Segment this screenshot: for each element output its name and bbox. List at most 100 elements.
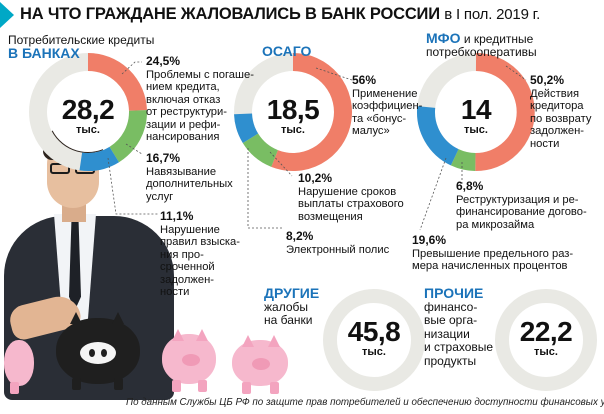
misc-head-line3: вые орга- [424, 313, 478, 327]
banks-pct-3: 11,1% [160, 209, 194, 223]
leader-b3 [107, 157, 158, 215]
donut-slice [450, 148, 476, 171]
osago-desc-1: Применение коэффициен- та «бонус- малус» [352, 88, 422, 138]
desc-line: Применение [352, 88, 418, 100]
desc-line: мера начисленных процентов [412, 260, 568, 273]
desc-line: Проблемы с погаше- [146, 69, 254, 81]
desc-line: нансирования [146, 131, 220, 144]
title-period: в I пол. 2019 г. [444, 6, 541, 23]
mfo-desc-1: Действия кредитора по возврату задолжен-… [530, 88, 591, 150]
desc-line: коэффициен- [352, 100, 423, 113]
leader-o2 [269, 151, 293, 177]
osago-head-text: ОСАГО [262, 43, 312, 59]
other-total-unit: тыс. [362, 346, 386, 358]
donut-slice [475, 53, 535, 172]
other-head-line3: на банки [264, 313, 313, 327]
misc-head-line6: продукты [424, 353, 477, 368]
banks-head-line2: В БАНКАХ [8, 45, 80, 61]
donut-slice [109, 110, 147, 163]
mfo-head-hl: МФО [426, 30, 461, 46]
mfo-desc-2: Реструктуризация и ре- финансирование до… [456, 194, 587, 231]
banks-desc-2: Навязывание дополнительных услуг [146, 166, 233, 203]
page-title: НА ЧТО ГРАЖДАНЕ ЖАЛОВАЛИСЬ В БАНК РОССИИ… [20, 5, 541, 23]
mfo-pct-3: 19,6% [412, 233, 447, 247]
leader-o3 [247, 148, 284, 229]
donut-other [323, 289, 425, 391]
misc-head: ПРОЧИЕ финансо- вые орга- низации и стра… [424, 285, 493, 368]
leader-b2 [125, 143, 143, 155]
desc-line: Реструктуризация и ре- [456, 194, 579, 206]
donut-track [495, 289, 597, 391]
osago-desc-2: Нарушение сроков выплаты страхового возм… [298, 186, 404, 223]
banks-desc-1: Проблемы с погаше- нием кредита, включая… [146, 69, 254, 143]
desc-line: правил взыска- [160, 236, 241, 249]
desc-line: задолжен- [160, 273, 214, 286]
donut-slice [417, 106, 459, 166]
desc-line: Превышение предельного раз- [412, 248, 574, 260]
desc-line: ности [160, 286, 190, 299]
desc-line: ния про- [160, 248, 204, 261]
mfo-pct-1: 50,2% [530, 73, 565, 87]
misc-head-line2: финансо- [424, 299, 478, 314]
donut-hole [510, 304, 582, 376]
desc-line: та «бонус- [352, 112, 407, 125]
desc-line: услуг [146, 190, 174, 203]
donut-slice [242, 133, 279, 167]
desc-line: зации и рефи- [146, 118, 221, 131]
mfo-total-value: 14 [460, 94, 492, 125]
donut-banks [29, 53, 147, 171]
banks-head-line1: Потребительские кредиты [8, 33, 155, 47]
desc-line: выплаты страхового [298, 198, 404, 211]
leader-b1 [121, 61, 142, 75]
osago-pct-1: 56% [352, 73, 377, 87]
mfo-head-line2: потребкооперативы [426, 45, 537, 59]
mfo-head-rest: и кредитные [460, 32, 534, 46]
piggy-bank-pink-2 [162, 329, 216, 392]
other-total: 45,8 тыс. [326, 318, 422, 359]
piggy-bank-pink-1 [4, 340, 34, 394]
tie [69, 222, 81, 310]
donut-hole [436, 72, 516, 152]
desc-line: по возврату [530, 112, 592, 125]
osago-pct-3: 8,2% [286, 229, 314, 243]
donut-slice [79, 146, 119, 171]
desc-line: задолжен- [530, 125, 584, 138]
desc-line: от реструктури- [146, 106, 227, 119]
desc-line: возмещения [298, 210, 363, 223]
donut-hole [253, 72, 333, 152]
desc-line: Нарушение [160, 224, 220, 236]
banks-total-unit: тыс. [76, 124, 100, 136]
desc-line: Навязывание [146, 166, 217, 178]
desc-line: включая отказ [146, 93, 221, 106]
donut-slice [87, 53, 147, 112]
donut-slice [234, 113, 259, 143]
piggy-bank-black [56, 312, 140, 390]
desc-line: ра микрозайма [456, 218, 535, 231]
desc-line: Нарушение сроков [298, 186, 397, 198]
desc-line: Электронный полис [286, 244, 390, 256]
title-bar: НА ЧТО ГРАЖДАНЕ ЖАЛОВАЛИСЬ В БАНК РОССИИ… [0, 0, 604, 30]
osago-head: ОСАГО [262, 43, 312, 59]
piggy-bank-pink-3 [232, 335, 288, 394]
donut-mfo [417, 53, 535, 172]
misc-total: 22,2 тыс. [498, 318, 594, 359]
mfo-pct-2: 6,8% [456, 179, 484, 193]
osago-total-unit: тыс. [281, 124, 305, 136]
desc-line: Действия [530, 88, 580, 100]
osago-total: 18,5 тыс. [245, 94, 341, 137]
desc-line: малус» [352, 125, 390, 138]
osago-total-value: 18,5 [266, 94, 320, 125]
misc-head-hl: ПРОЧИЕ [424, 285, 484, 301]
mfo-head: МФО и кредитные потребкооперативы [426, 30, 537, 59]
desc-line: нием кредита, [146, 81, 220, 94]
leader-lines [107, 61, 527, 231]
other-head: ДРУГИЕ жалобы на банки [264, 286, 319, 328]
misc-total-unit: тыс. [534, 346, 558, 358]
donut-hole [338, 304, 410, 376]
desc-line: кредитора [530, 100, 584, 113]
osago-pct-2: 10,2% [298, 171, 333, 185]
banks-head: Потребительские кредиты В БАНКАХ [8, 33, 155, 61]
other-head-line2: жалобы [264, 299, 309, 314]
banks-total-value: 28,2 [61, 94, 115, 125]
